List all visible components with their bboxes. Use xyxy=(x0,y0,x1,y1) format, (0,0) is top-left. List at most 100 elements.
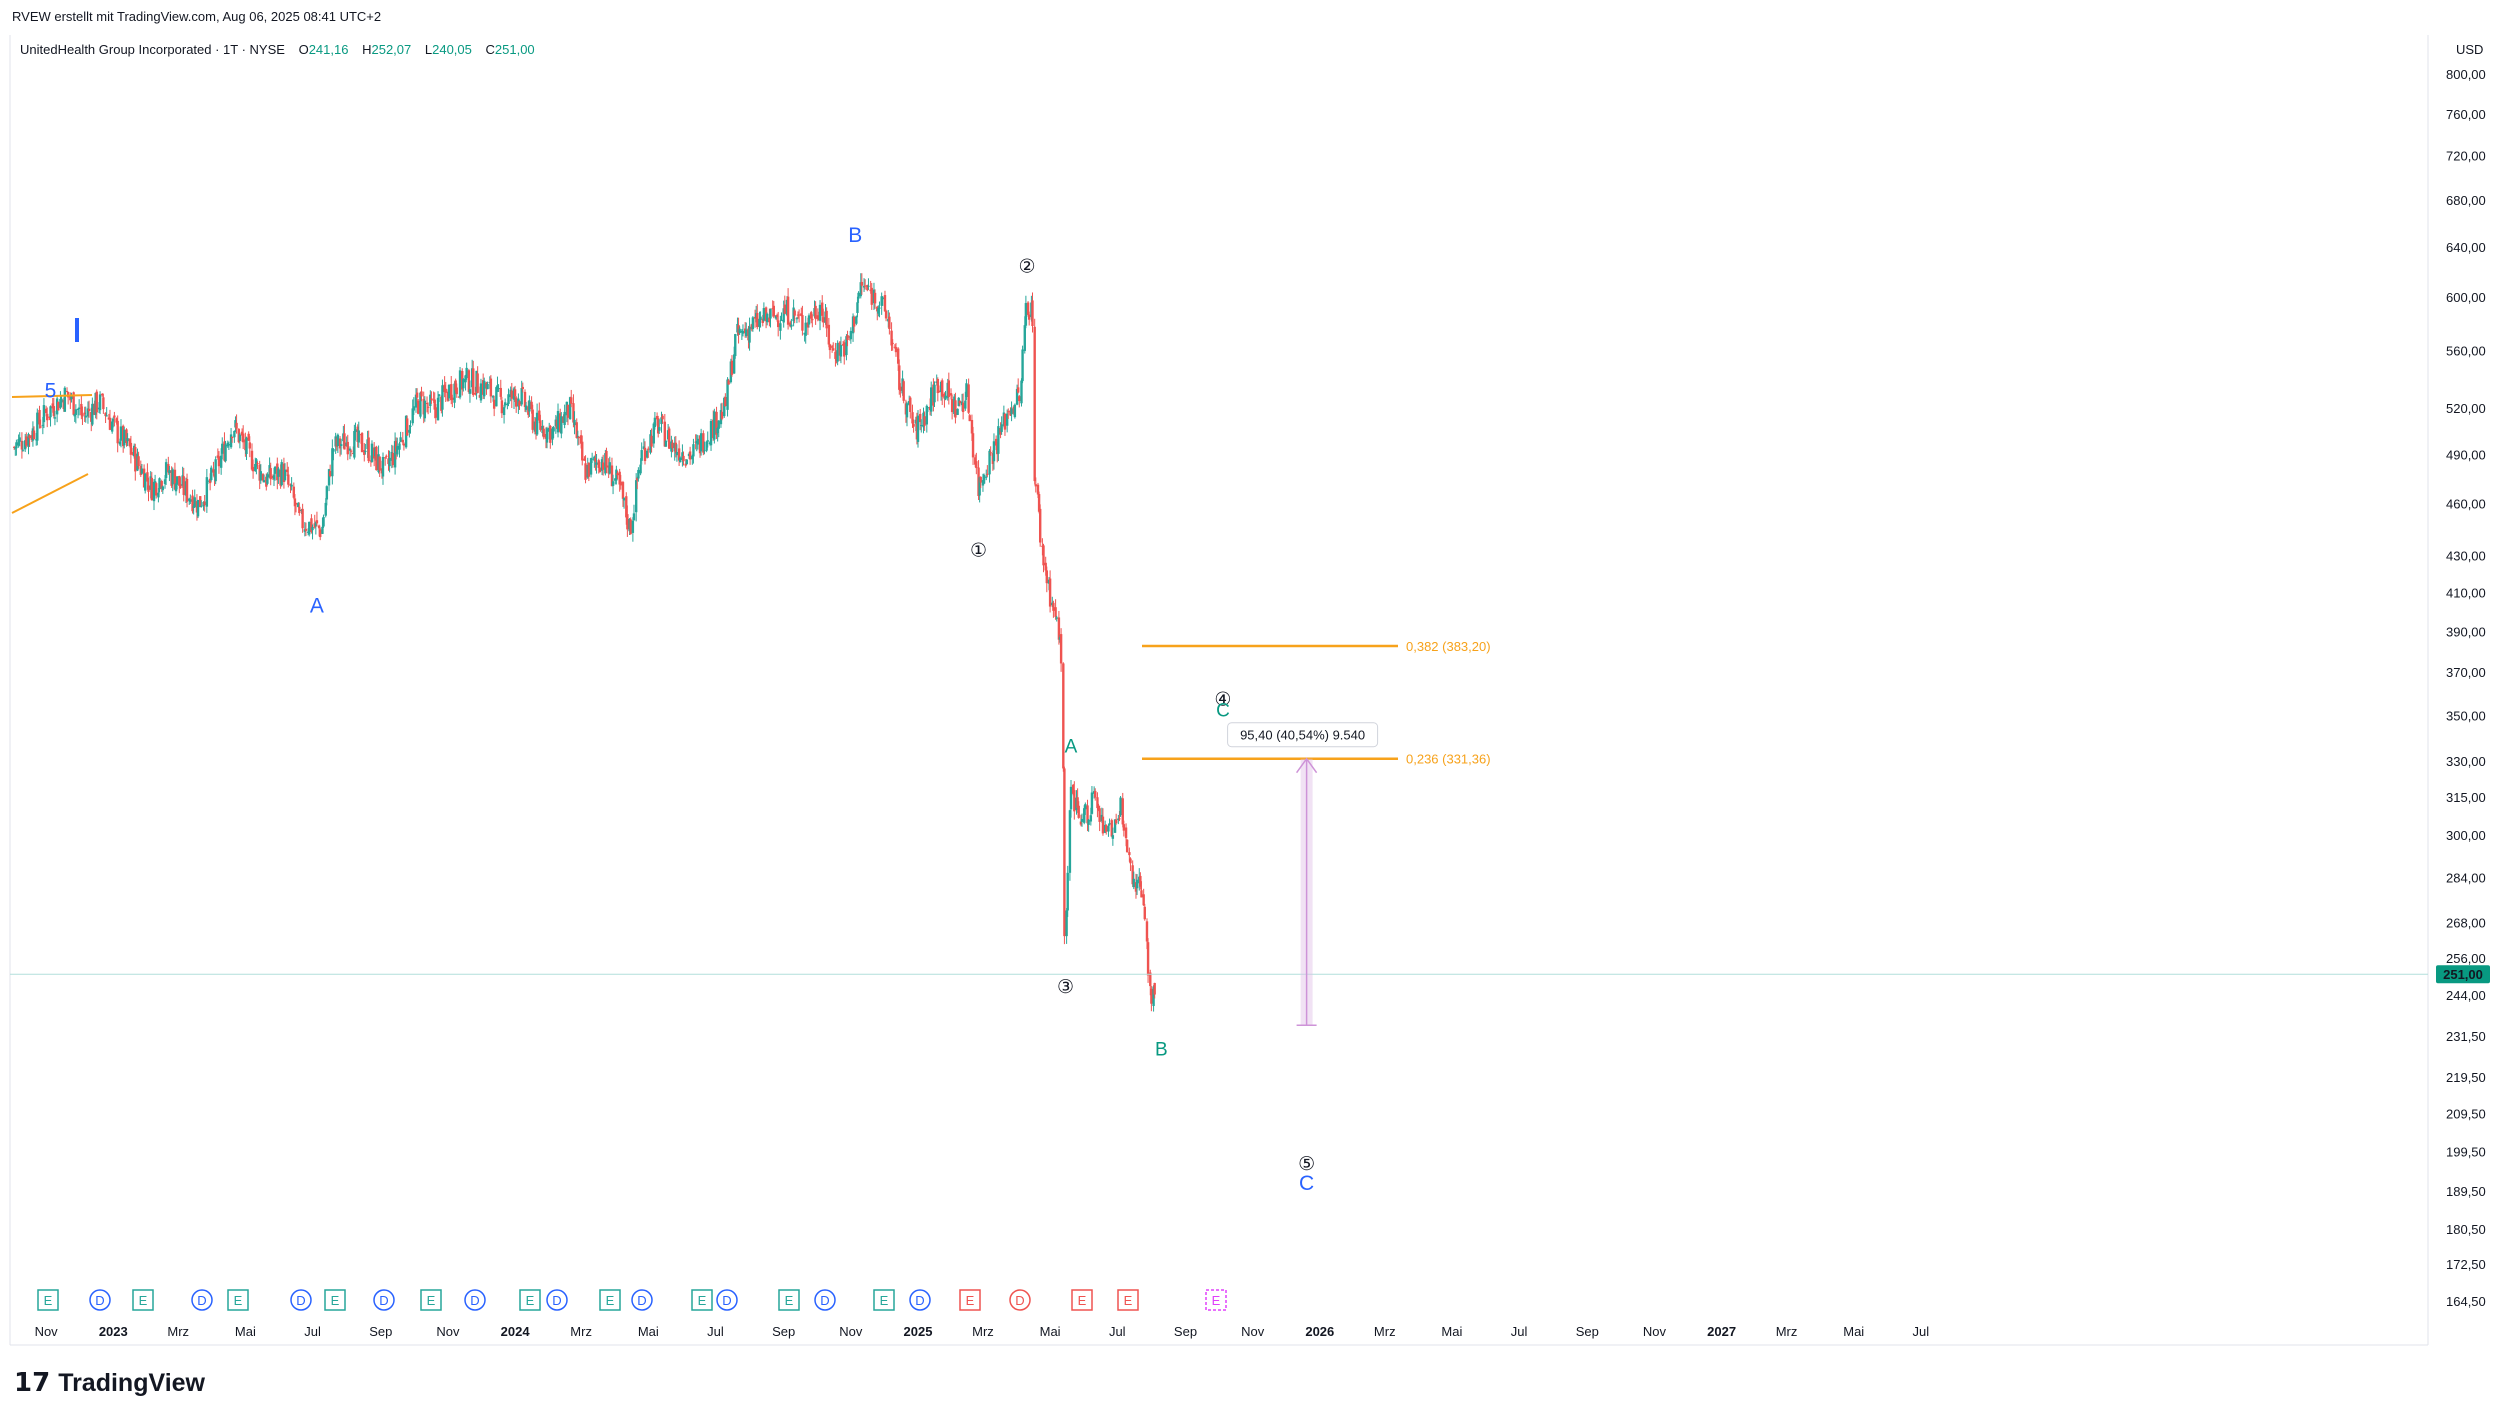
candle-body xyxy=(348,448,352,451)
candle-body xyxy=(671,442,674,449)
candle-body xyxy=(60,398,63,403)
candle-body xyxy=(702,433,705,453)
event-marker-letter: D xyxy=(552,1293,561,1308)
candle-body xyxy=(1066,872,1069,911)
candle-body xyxy=(119,426,123,441)
candle-body xyxy=(1010,408,1013,415)
candle-body xyxy=(72,392,75,415)
x-tick-label: 2025 xyxy=(904,1324,933,1339)
candle-body xyxy=(436,397,440,421)
candle-body xyxy=(423,400,427,419)
dividend-event-icon xyxy=(909,1289,931,1311)
candle-body xyxy=(53,417,57,419)
candle-body xyxy=(502,407,506,416)
candle-body xyxy=(1150,988,1153,1004)
candle-body xyxy=(1020,380,1023,404)
candle-body xyxy=(898,365,901,390)
candle-body xyxy=(1013,404,1017,418)
candle-body xyxy=(912,424,915,427)
candle-body xyxy=(479,383,483,401)
candle-body xyxy=(1143,906,1146,920)
candle-body xyxy=(652,423,655,444)
earnings-event-icon xyxy=(37,1289,59,1311)
candle-body xyxy=(153,481,157,485)
candle-body xyxy=(772,305,775,317)
candle-body xyxy=(399,437,402,442)
candle-body xyxy=(518,401,521,407)
candle-body xyxy=(1038,508,1042,543)
candle-body xyxy=(1015,388,1019,405)
candle-body xyxy=(434,407,438,418)
candle-body xyxy=(102,397,105,410)
candle-body xyxy=(713,411,716,440)
candle-body xyxy=(909,397,912,412)
candle-body xyxy=(524,405,528,410)
event-marker-letter: D xyxy=(1015,1293,1024,1308)
candle-body xyxy=(668,428,671,449)
event-marker-letter: E xyxy=(606,1293,615,1308)
candle-body xyxy=(314,521,318,527)
high-value: 252,07 xyxy=(371,42,412,57)
candle-body xyxy=(354,429,357,433)
candle-body xyxy=(18,437,21,442)
y-tick-label: 760,00 xyxy=(2446,107,2486,122)
candle-body xyxy=(44,408,48,414)
x-tick-label: Sep xyxy=(1576,1324,1599,1339)
candle-body xyxy=(507,394,510,404)
candle-body xyxy=(364,450,367,453)
x-tick-label: Mrz xyxy=(1374,1324,1396,1339)
candle-body xyxy=(179,484,182,489)
candle-body xyxy=(535,412,539,435)
candle-body xyxy=(967,384,970,413)
candle-body xyxy=(988,450,991,475)
candle-body xyxy=(1140,890,1143,898)
candle-body xyxy=(506,403,509,405)
candle-body xyxy=(629,519,632,535)
y-tick-label: 172,50 xyxy=(2446,1257,2486,1272)
wave-label: B xyxy=(1155,1040,1168,1061)
candle-body xyxy=(417,400,420,414)
candle-body xyxy=(936,379,940,394)
candle-body xyxy=(797,314,801,316)
candle-body xyxy=(621,482,625,499)
candle-body xyxy=(419,392,422,417)
y-tick-label: 231,50 xyxy=(2446,1029,2486,1044)
candle-body xyxy=(464,375,467,383)
candle-body xyxy=(1087,819,1090,825)
tradingview-brand-text: TradingView xyxy=(58,1368,205,1397)
candle-body xyxy=(807,315,811,325)
candle-body xyxy=(161,486,165,491)
candle-body xyxy=(601,462,605,470)
candle-body xyxy=(1068,810,1072,873)
y-tick-label: 490,00 xyxy=(2446,447,2486,462)
candle-body xyxy=(393,441,397,468)
candle-body xyxy=(1034,484,1037,487)
candle-body xyxy=(514,397,518,407)
x-tick-label: 2026 xyxy=(1305,1324,1334,1339)
candle-body xyxy=(115,418,118,423)
candle-body xyxy=(453,383,456,403)
candle-body xyxy=(1052,602,1055,611)
low-label: L xyxy=(424,42,433,57)
candle-body xyxy=(779,323,782,331)
candle-body xyxy=(583,458,586,461)
candle-body xyxy=(982,474,986,484)
candle-body xyxy=(474,392,477,395)
candle-body xyxy=(774,315,778,319)
candle-body xyxy=(110,421,114,432)
candle-body xyxy=(13,446,16,448)
candle-body xyxy=(298,506,301,514)
candle-body xyxy=(660,417,663,425)
candle-body xyxy=(775,315,779,317)
candle-body xyxy=(429,394,432,407)
candle-body xyxy=(70,395,73,400)
earnings-event-icon xyxy=(132,1289,154,1311)
candle-body xyxy=(551,428,554,440)
candle-body xyxy=(677,448,681,461)
candle-body xyxy=(552,427,555,432)
measure-label-box xyxy=(1227,722,1379,748)
candle-body xyxy=(472,368,475,396)
candle-body xyxy=(339,444,343,446)
candle-body xyxy=(84,415,87,418)
